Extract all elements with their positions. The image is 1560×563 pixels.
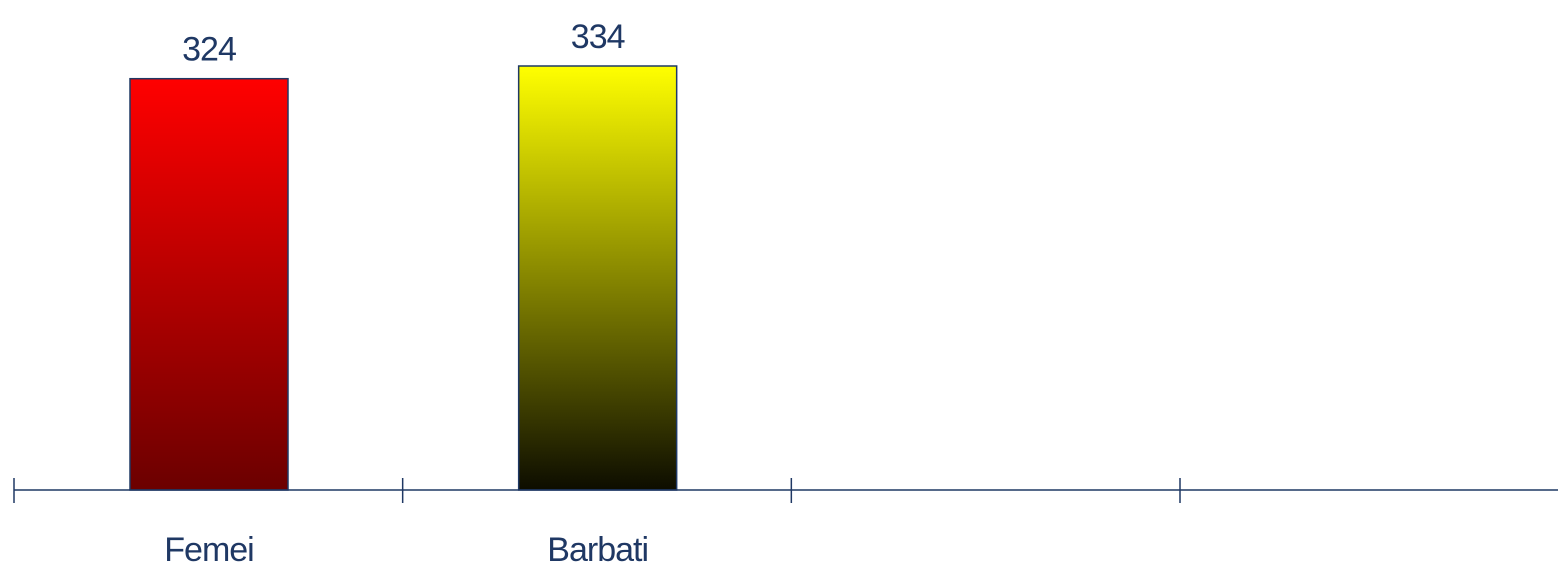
- data-label: 334: [571, 18, 625, 56]
- x-tick-label: Femei: [164, 531, 253, 563]
- bar-barbati: [517, 65, 678, 491]
- x-tick-label: Barbati: [547, 531, 648, 563]
- x-axis: [13, 478, 1558, 503]
- x-tick-labels: Femei Barbati: [164, 531, 649, 563]
- bar-femei: [129, 77, 289, 491]
- data-label: 324: [182, 31, 236, 69]
- bars-group: [129, 65, 678, 491]
- data-labels-group: 324 334: [182, 18, 625, 69]
